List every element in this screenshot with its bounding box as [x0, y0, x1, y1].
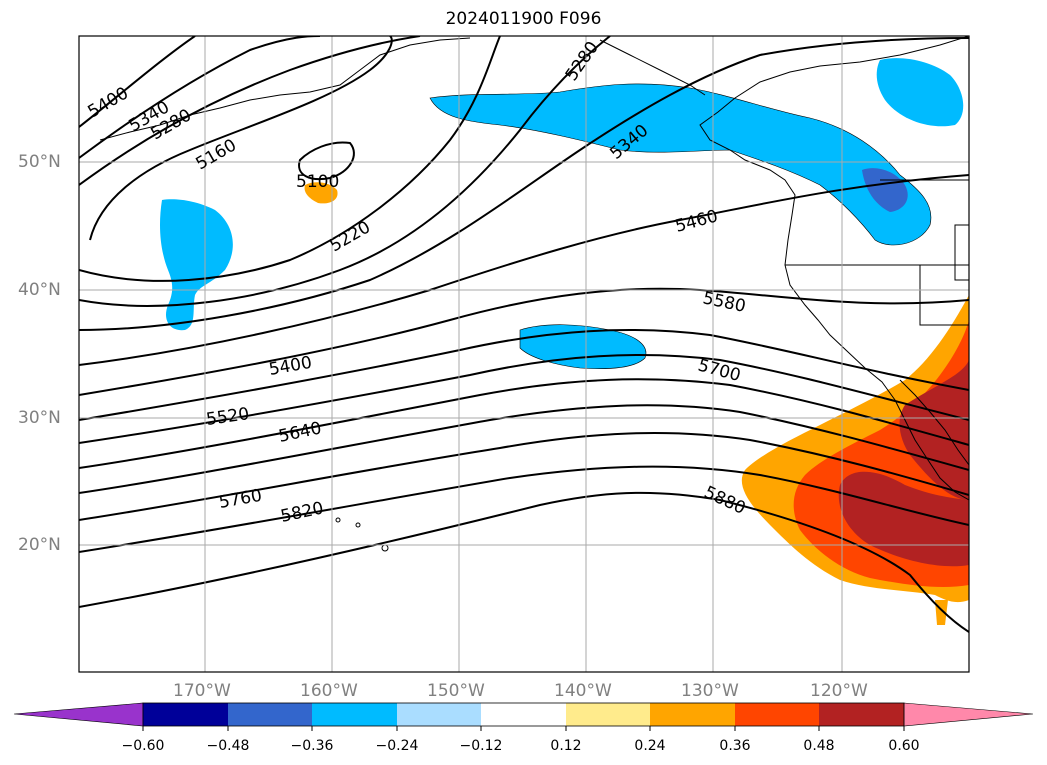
map-title: 2024011900 F096 [445, 9, 602, 29]
positive-anomaly-shading [304, 182, 969, 625]
height-contours [79, 36, 969, 633]
colorbar-tick-label: −0.60 [121, 738, 165, 754]
contour-label: 5100 [296, 172, 339, 192]
contour-label: 5820 [279, 498, 325, 527]
coastline [99, 36, 969, 552]
colorbar-tick-label: 0.60 [888, 738, 920, 754]
colorbar-tick-label: 0.24 [634, 738, 666, 754]
lon-label-160w: 160°W [300, 681, 358, 701]
colorbar-tick-label: −0.48 [206, 738, 250, 754]
contour-label: 5220 [327, 217, 374, 256]
map-frame [78, 35, 970, 673]
lon-label-170w: 170°W [173, 681, 231, 701]
colorbar-tick-label: 0.12 [550, 738, 582, 754]
contour-label: 5760 [217, 486, 263, 513]
contour-label: 5280 [562, 38, 603, 85]
contour-label: 5400 [267, 353, 313, 380]
colorbar-tick-label: −0.12 [459, 738, 503, 754]
lon-label-120w: 120°W [810, 681, 868, 701]
colorbar-tick-label: −0.24 [375, 738, 419, 754]
colorbar [13, 702, 1034, 731]
lon-label-150w: 150°W [427, 681, 485, 701]
contour-label: 5520 [205, 404, 251, 430]
contour-label: 5640 [277, 418, 323, 447]
contour-label: 5160 [193, 135, 240, 174]
lat-label-30n: 30°N [18, 408, 61, 428]
lat-label-40n: 40°N [18, 280, 61, 300]
graticule [79, 36, 969, 672]
colorbar-under-extend [13, 702, 144, 727]
lat-label-20n: 20°N [18, 535, 61, 555]
colorbar-over-extend [903, 702, 1034, 727]
lon-label-130w: 130°W [681, 681, 739, 701]
colorbar-tick-label: −0.36 [290, 738, 334, 754]
contour-label: 5400 [85, 83, 132, 122]
contour-label: 5880 [701, 482, 749, 518]
lat-label-50n: 50°N [18, 152, 61, 172]
colorbar-tick-label: 0.36 [719, 738, 751, 754]
negative-anomaly-shading [160, 58, 964, 369]
lon-label-140w: 140°W [554, 681, 612, 701]
colorbar-tick-label: 0.48 [803, 738, 835, 754]
